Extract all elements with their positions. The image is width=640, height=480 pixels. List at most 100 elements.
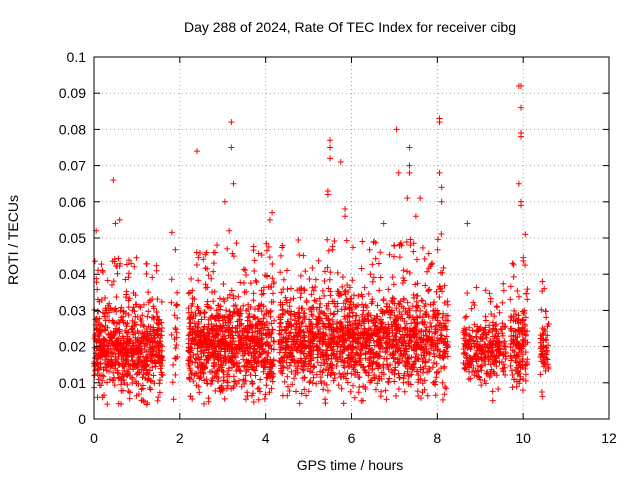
data-point (138, 366, 145, 373)
data-point (412, 346, 419, 353)
data-point (391, 242, 398, 249)
data-point (326, 276, 333, 283)
data-point (153, 262, 160, 269)
data-point (365, 327, 372, 334)
data-point (395, 385, 402, 392)
data-point (464, 360, 471, 367)
data-point (351, 320, 358, 327)
data-point (228, 328, 235, 335)
data-point (138, 397, 145, 404)
data-point (185, 360, 192, 367)
data-point (519, 341, 526, 348)
data-point (483, 370, 490, 377)
data-point (330, 343, 337, 350)
data-point (99, 340, 106, 347)
data-point (210, 268, 217, 275)
data-point (491, 333, 498, 340)
data-point (361, 367, 368, 374)
data-point (222, 354, 229, 361)
data-point (425, 265, 432, 272)
data-point (268, 320, 275, 327)
data-point (328, 324, 335, 331)
data-point (435, 368, 442, 375)
x-tick-label: 0 (90, 430, 98, 446)
data-point (465, 376, 472, 383)
data-point (317, 325, 324, 332)
data-point (379, 321, 386, 328)
data-point (269, 378, 276, 385)
data-point (473, 351, 480, 358)
data-point (95, 330, 102, 337)
data-point (188, 345, 195, 352)
data-point (95, 267, 102, 274)
data-point (443, 385, 450, 392)
data-point (153, 308, 160, 315)
data-point (310, 374, 317, 381)
data-point (412, 213, 419, 220)
data-point (369, 366, 376, 373)
data-point (255, 340, 262, 347)
data-point (487, 339, 494, 346)
data-point (147, 328, 154, 335)
data-point (234, 328, 241, 335)
data-point (377, 274, 384, 281)
data-point (324, 236, 331, 243)
x-tick-label: 4 (262, 430, 270, 446)
data-point (267, 313, 274, 320)
data-point (270, 370, 277, 377)
data-point (173, 341, 180, 348)
data-point (515, 320, 522, 327)
data-point (194, 303, 201, 310)
data-point (290, 295, 297, 302)
data-point (132, 313, 139, 320)
data-point (466, 337, 473, 344)
data-point (363, 344, 370, 351)
data-point (368, 300, 375, 307)
data-point (389, 323, 396, 330)
data-point (405, 380, 412, 387)
data-point (421, 303, 428, 310)
data-point (492, 354, 499, 361)
data-point (523, 290, 530, 297)
data-point (440, 348, 447, 355)
data-point (524, 356, 531, 363)
data-point (266, 389, 273, 396)
data-point (197, 331, 204, 338)
data-point (308, 357, 315, 364)
data-point (174, 315, 181, 322)
data-point (119, 352, 126, 359)
data-point (283, 339, 290, 346)
data-point (358, 347, 365, 354)
data-point (438, 198, 445, 205)
data-point (491, 370, 498, 377)
data-point (185, 290, 192, 297)
data-point (433, 288, 440, 295)
data-point (387, 308, 394, 315)
data-point (325, 367, 332, 374)
data-point (323, 381, 330, 388)
data-point (400, 305, 407, 312)
data-point (260, 358, 267, 365)
data-point (149, 274, 156, 281)
data-point (382, 349, 389, 356)
data-point (95, 376, 102, 383)
data-point (362, 315, 369, 322)
data-point (94, 286, 101, 293)
data-point (131, 319, 138, 326)
data-point (300, 367, 307, 374)
data-point (224, 382, 231, 389)
data-point (284, 383, 291, 390)
data-point (326, 320, 333, 327)
data-point (224, 313, 231, 320)
data-point (496, 309, 503, 316)
data-point (138, 334, 145, 341)
data-point (340, 300, 347, 307)
data-point (149, 346, 156, 353)
data-point (224, 319, 231, 326)
data-point (297, 272, 304, 279)
data-point (109, 307, 116, 314)
data-point (124, 320, 131, 327)
data-point (512, 328, 519, 335)
data-point (189, 300, 196, 307)
data-point (406, 144, 413, 151)
